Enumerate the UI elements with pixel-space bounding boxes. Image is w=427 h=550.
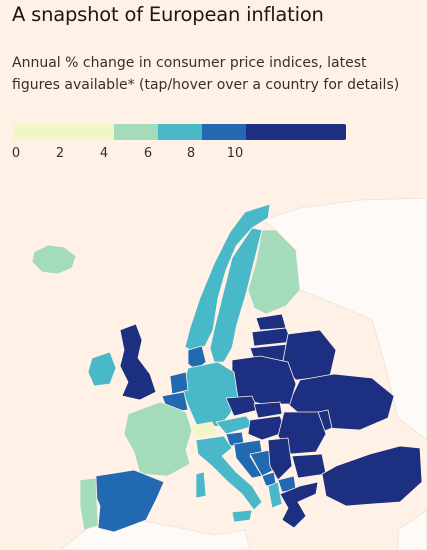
country-germany[interactable]	[181, 361, 239, 429]
legend-swatch-8-10	[202, 124, 247, 140]
chart-title: A snapshot of European inflation	[12, 3, 324, 26]
country-romania[interactable]	[277, 411, 327, 455]
country-finland[interactable]	[247, 229, 301, 315]
legend-swatch-0-4	[14, 124, 114, 140]
country-norway[interactable]	[184, 203, 271, 353]
legend-tick-2: 2	[55, 146, 65, 161]
country-italy-sicily[interactable]	[231, 509, 253, 523]
country-uk[interactable]	[119, 323, 157, 401]
country-slovakia[interactable]	[253, 401, 283, 419]
chart-subtitle: Annual % change in consumer price indice…	[12, 55, 400, 93]
country-hungary[interactable]	[247, 415, 287, 441]
middle-east-land	[397, 509, 427, 550]
country-italy-sardinia[interactable]	[195, 471, 207, 499]
country-bulgaria[interactable]	[291, 453, 327, 479]
legend-tick-10: 10	[226, 146, 244, 161]
legend-tick-6: 6	[143, 146, 153, 161]
color-legend	[14, 124, 346, 140]
country-ireland[interactable]	[87, 351, 117, 387]
legend-swatch-4-6	[113, 124, 159, 140]
legend-swatch-10-plus	[246, 124, 346, 140]
country-iceland[interactable]	[31, 244, 77, 275]
country-netherlands[interactable]	[169, 371, 189, 395]
country-sweden[interactable]	[209, 227, 263, 363]
country-italy[interactable]	[195, 435, 263, 511]
legend-tick-8: 8	[186, 146, 196, 161]
country-albania[interactable]	[267, 481, 283, 509]
country-serbia[interactable]	[267, 437, 293, 481]
country-turkey[interactable]	[321, 445, 423, 507]
country-greece[interactable]	[279, 481, 319, 529]
legend-tick-4: 4	[99, 146, 109, 161]
country-estonia[interactable]	[255, 313, 287, 331]
country-switzerland[interactable]	[189, 421, 219, 439]
legend-tick-0: 0	[11, 146, 21, 161]
country-croatia[interactable]	[233, 439, 263, 479]
europe-map	[31, 197, 427, 550]
legend-swatch-6-8	[158, 124, 203, 140]
country-france[interactable]	[123, 401, 193, 477]
country-portugal[interactable]	[79, 477, 99, 531]
